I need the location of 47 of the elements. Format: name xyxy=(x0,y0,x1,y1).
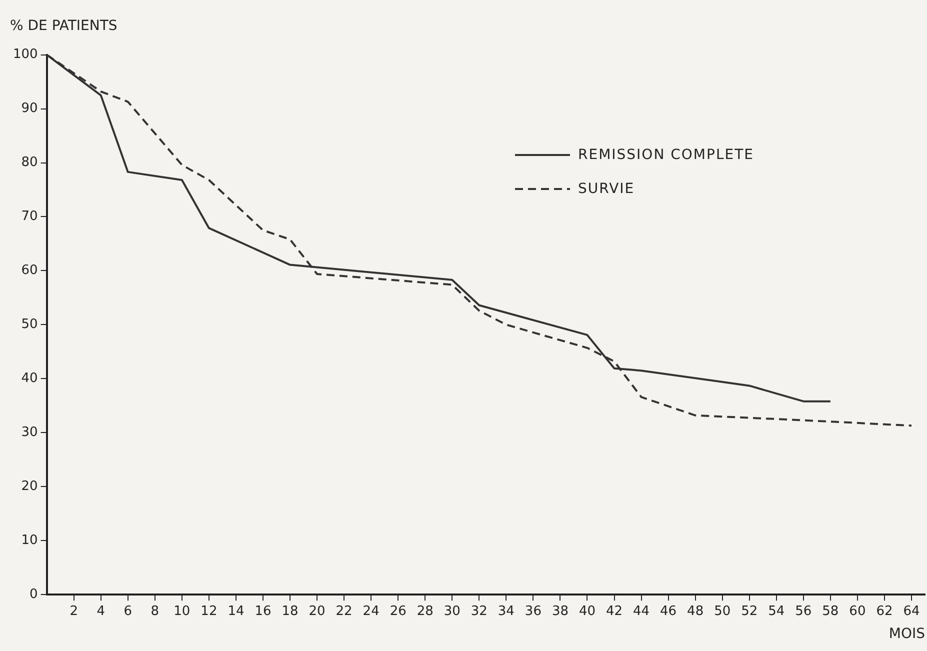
x-tick-label: 46 xyxy=(660,604,677,619)
x-tick-label: 38 xyxy=(552,604,568,619)
y-tick-label: 90 xyxy=(21,101,38,116)
x-tick-label: 64 xyxy=(903,604,920,619)
x-tick-label: 34 xyxy=(498,604,514,619)
x-tick-label: 62 xyxy=(876,604,893,619)
chart-title: % DE PATIENTS xyxy=(10,18,118,34)
y-tick-label: 30 xyxy=(21,425,38,440)
x-tick-label: 50 xyxy=(714,604,731,619)
x-tick-label: 2 xyxy=(70,604,78,619)
x-tick-label: 20 xyxy=(308,604,326,619)
x-tick-label: 14 xyxy=(228,604,244,619)
x-tick-label: 26 xyxy=(390,604,406,619)
x-tick-label: 24 xyxy=(362,604,380,619)
legend-label: SURVIE xyxy=(578,181,635,197)
y-tick-label: 80 xyxy=(21,155,38,170)
y-tick-label: 100 xyxy=(12,47,38,62)
x-tick-label: 56 xyxy=(795,604,812,619)
legend-label: REMISSION COMPLETE xyxy=(578,147,754,163)
x-tick-label: 28 xyxy=(416,604,434,619)
y-tick-label: 20 xyxy=(21,479,38,494)
x-tick-label: 40 xyxy=(578,604,596,619)
y-tick-label: 10 xyxy=(21,532,38,548)
y-tick-label: 60 xyxy=(21,263,38,278)
x-tick-label: 12 xyxy=(200,604,218,619)
x-tick-label: 44 xyxy=(633,604,650,619)
x-tick-label: 36 xyxy=(524,604,542,619)
x-tick-label: 4 xyxy=(96,604,105,619)
x-tick-label: 30 xyxy=(444,604,460,619)
x-tick-label: 18 xyxy=(282,604,298,619)
x-tick-label: 58 xyxy=(822,604,839,619)
x-tick-label: 10 xyxy=(174,604,190,619)
x-tick-label: 6 xyxy=(124,604,132,619)
x-tick-label: 8 xyxy=(150,604,160,619)
x-tick-label: 60 xyxy=(849,604,866,619)
y-tick-label: 70 xyxy=(21,209,38,224)
x-tick-label: 32 xyxy=(470,604,488,619)
x-tick-label: 42 xyxy=(606,604,623,619)
x-axis-title: MOIS xyxy=(888,626,926,642)
y-tick-label: 40 xyxy=(21,371,38,386)
x-tick-label: 54 xyxy=(768,604,785,619)
x-tick-label: 22 xyxy=(336,604,352,619)
x-tick-label: 52 xyxy=(741,604,758,619)
x-tick-label: 16 xyxy=(254,604,272,619)
y-tick-label: 50 xyxy=(21,317,38,332)
x-tick-label: 48 xyxy=(687,604,704,619)
y-tick-label: 0 xyxy=(30,586,38,602)
